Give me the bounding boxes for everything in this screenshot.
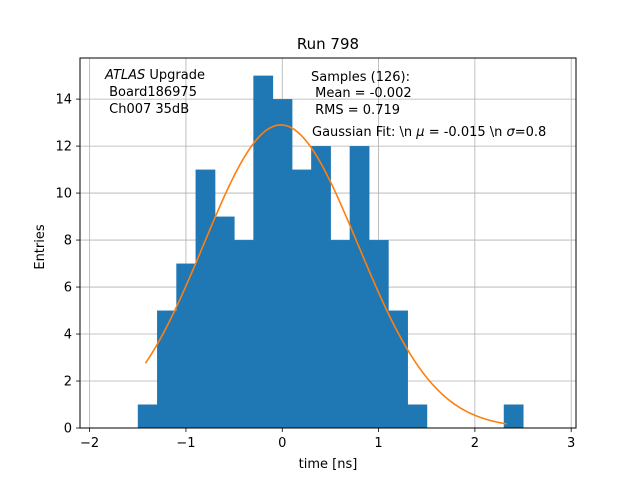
histogram-bar [311, 146, 331, 428]
histogram-bar [234, 240, 254, 428]
y-tick-label: 2 [64, 375, 72, 390]
fit-prefix: Gaussian Fit: \n [312, 125, 416, 140]
y-tick-label: 0 [64, 422, 72, 437]
x-tick-label: 2 [471, 436, 479, 451]
gaussian-fit-layer [144, 124, 507, 425]
mu-symbol: μ [415, 125, 424, 140]
samples-label: Samples (126): [311, 70, 410, 85]
y-tick-label: 14 [55, 93, 72, 108]
histogram-bar [253, 75, 274, 428]
x-tick-label: 1 [374, 436, 382, 451]
atlas-upgrade: Upgrade [145, 68, 205, 83]
histogram-bar [137, 404, 158, 428]
rms-label: RMS = 0.719 [311, 103, 400, 118]
gaussian-fit-curve [144, 124, 507, 425]
y-tick-label: 8 [64, 234, 72, 249]
y-tick-label: 10 [55, 187, 72, 202]
x-tick-label: −1 [176, 436, 195, 451]
histogram-bar [330, 240, 351, 428]
atlas-label: ATLAS Upgrade [104, 68, 205, 83]
x-tick-label: 0 [278, 436, 286, 451]
x-axis-label: time [ns] [299, 457, 358, 472]
fit-mid: = -0.015 \n [425, 125, 507, 140]
histogram-bar [291, 169, 312, 429]
histogram-bar [407, 404, 428, 428]
histogram-bar [214, 216, 235, 428]
y-axis-label: Entries [33, 224, 48, 270]
fit-label: Gaussian Fit: \n μ = -0.015 \n σ=0.8 [312, 125, 546, 140]
histogram-bar [176, 263, 197, 428]
histogram-bar [388, 310, 408, 428]
y-tick-label: 12 [55, 140, 72, 155]
board-label: Board186975 [105, 85, 197, 100]
histogram-bar [349, 146, 370, 428]
histogram-bar [157, 310, 177, 428]
histogram-bar [272, 99, 293, 428]
chart-title: Run 798 [297, 35, 359, 53]
x-tick-label: 3 [567, 436, 575, 451]
sigma-symbol: σ [507, 125, 516, 140]
plot-frame [79, 57, 577, 429]
channel-label: Ch007 35dB [105, 102, 189, 117]
x-tick-label: −2 [80, 436, 99, 451]
mean-label: Mean = -0.002 [311, 86, 412, 101]
histogram-bar [368, 240, 389, 428]
fit-end: =0.8 [515, 125, 547, 140]
histogram-bar [503, 404, 524, 428]
atlas-italic: ATLAS [104, 68, 145, 83]
y-tick-label: 4 [64, 328, 72, 343]
y-tick-label: 6 [64, 281, 72, 296]
histogram-bar [195, 169, 216, 429]
histogram-bars [137, 75, 524, 429]
